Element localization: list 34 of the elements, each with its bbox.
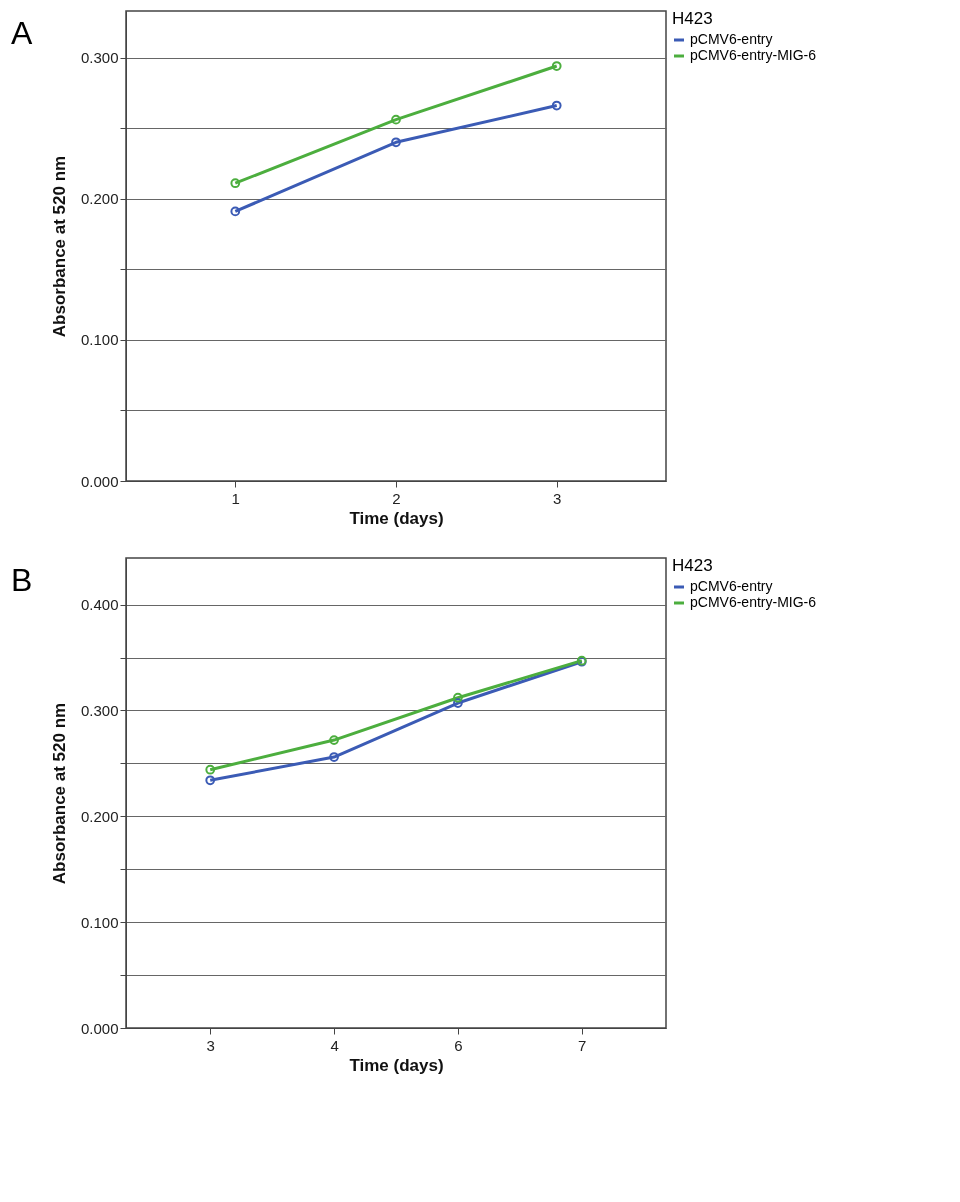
legend-title: H423 (672, 556, 713, 575)
y-axis-title: Absorbance at 520 nm (49, 155, 69, 338)
x-tick-label: 3 (206, 1036, 215, 1054)
legend-label: pCMV6-entry-MIG-6 (690, 47, 817, 63)
point (453, 698, 463, 708)
legend-label: pCMV6-entry-MIG-6 (690, 594, 817, 610)
legend-title: H423 (672, 9, 713, 28)
y-tick-label: 0.100 (80, 331, 119, 349)
y-tick-label: 0.200 (80, 190, 119, 208)
point (329, 752, 339, 762)
x-tick-label: 3 (553, 489, 562, 507)
y-tick-label: 0.000 (80, 1019, 119, 1037)
point (329, 735, 339, 745)
x-tick-label: 4 (330, 1036, 339, 1054)
y-axis-title: Absorbance at 520 nm (49, 702, 69, 885)
legend-label: pCMV6-entry (690, 578, 773, 594)
y-tick-label: 0.400 (80, 596, 119, 614)
x-tick-label: 2 (392, 489, 401, 507)
y-tick-label: 0.300 (80, 701, 119, 719)
chart-title: A (11, 15, 33, 51)
point (391, 114, 401, 125)
x-axis-title: Time (days) (349, 1055, 444, 1075)
point (453, 692, 463, 703)
x-tick-label: 6 (454, 1036, 463, 1054)
y-tick-label: 0.200 (80, 807, 119, 825)
y-tick-label: 0.100 (80, 913, 119, 931)
x-tick-label: 7 (578, 1036, 587, 1054)
y-tick-label: 0.000 (80, 472, 119, 490)
x-axis-title: Time (days) (349, 508, 444, 528)
point (391, 137, 401, 148)
legend-label: pCMV6-entry (690, 31, 773, 47)
y-tick-label: 0.300 (80, 49, 119, 67)
chart-title: B (11, 562, 33, 598)
x-tick-label: 1 (231, 489, 240, 507)
